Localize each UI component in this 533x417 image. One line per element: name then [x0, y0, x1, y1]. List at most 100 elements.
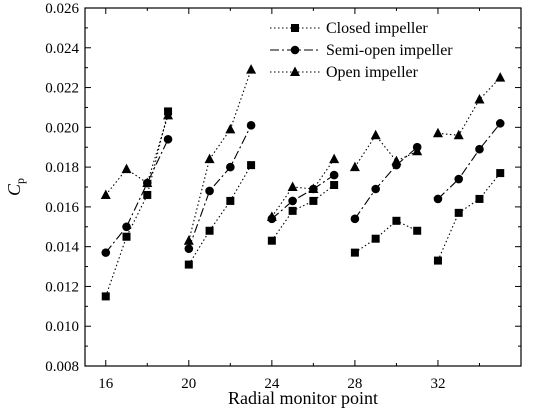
data-point: [433, 256, 442, 265]
data-point: [412, 145, 423, 156]
data-point: [330, 181, 339, 190]
data-point: [329, 153, 340, 164]
y-tick-label: 0.016: [45, 200, 79, 216]
data-point: [370, 129, 381, 140]
data-point: [183, 235, 194, 245]
y-tick-label: 0.024: [45, 41, 79, 57]
series-line: [105, 115, 169, 196]
data-point: [122, 232, 131, 241]
data-point: [163, 109, 174, 120]
data-point: [100, 189, 111, 199]
series-group: [100, 64, 506, 301]
data-point: [371, 234, 380, 243]
axes: 0.008 0.010 0.012 0.014 0.016 0.018 0.020 0.022…: [4, 1, 522, 408]
data-point: [454, 208, 463, 217]
legend-marker: [290, 45, 300, 55]
data-point: [205, 226, 214, 235]
series-line: [188, 164, 252, 265]
series-line: [105, 111, 169, 297]
series-line: [271, 158, 335, 218]
data-point: [122, 222, 131, 232]
y-tick-label: 0.018: [45, 160, 79, 176]
data-point: [288, 206, 297, 215]
legend-marker: [291, 24, 299, 32]
y-tick-label: 0.012: [45, 279, 79, 295]
series-line: [188, 125, 252, 249]
series-line: [354, 146, 418, 220]
series-line: [271, 184, 335, 242]
y-tick-label: 0.010: [45, 319, 79, 335]
data-point: [454, 174, 464, 184]
data-point: [350, 214, 360, 224]
data-point: [121, 163, 132, 174]
data-point: [267, 236, 276, 245]
series-line: [354, 134, 418, 168]
data-point: [329, 170, 339, 180]
data-point: [101, 292, 110, 301]
data-point: [474, 93, 485, 104]
data-point: [496, 169, 505, 178]
y-tick-label: 0.022: [45, 81, 79, 97]
data-point: [392, 216, 401, 225]
legend-label: Semi-open impeller: [326, 42, 453, 59]
x-tick-label: 20: [181, 376, 196, 392]
y-axis-title-main: C: [4, 183, 24, 196]
data-point: [247, 161, 256, 170]
data-point: [288, 196, 297, 206]
series-line: [354, 220, 418, 254]
series-square: [101, 107, 505, 301]
y-axis-title: Cp: [4, 178, 27, 196]
data-point: [101, 248, 111, 257]
data-point: [413, 226, 422, 235]
data-point: [142, 177, 153, 188]
data-point: [225, 123, 236, 134]
data-point: [246, 64, 257, 74]
series-line: [105, 139, 169, 253]
data-point: [309, 196, 318, 205]
series-line: [437, 123, 501, 200]
data-point: [432, 127, 443, 138]
series-line: [437, 172, 501, 261]
data-point: [163, 134, 173, 144]
y-tick-label: 0.014: [45, 240, 79, 256]
x-tick-label: 16: [98, 376, 114, 392]
data-point: [143, 190, 152, 199]
x-tick-label: 24: [264, 376, 280, 392]
data-point: [226, 196, 235, 205]
data-point: [495, 72, 506, 82]
legend-label: Closed impeller: [326, 20, 428, 37]
data-point: [246, 121, 256, 130]
data-point: [475, 144, 484, 154]
data-point: [371, 184, 380, 194]
data-point: [226, 162, 235, 172]
series-circle: [101, 119, 505, 257]
data-point: [184, 244, 194, 253]
series-line: [271, 174, 335, 220]
data-point: [349, 161, 360, 172]
y-tick-label: 0.020: [45, 120, 79, 136]
data-point: [205, 186, 214, 196]
x-tick-label: 32: [430, 376, 445, 392]
series-line: [437, 77, 501, 136]
y-tick-label: 0.026: [45, 1, 79, 17]
legend-label: Open impeller: [326, 64, 419, 81]
series-line: [188, 69, 252, 241]
data-point: [475, 194, 484, 203]
data-point: [308, 183, 319, 193]
series-triangle: [100, 64, 506, 245]
x-tick-label: 28: [347, 376, 362, 392]
data-point: [204, 153, 215, 164]
data-point: [433, 194, 443, 204]
x-axis-title: Radial monitor point: [228, 388, 378, 408]
legend-marker: [290, 66, 300, 76]
data-point: [453, 129, 464, 140]
legend: Closed impeller Semi-open impeller Open im…: [270, 20, 453, 81]
data-point: [350, 248, 359, 257]
data-point: [266, 211, 277, 221]
data-point: [391, 155, 402, 166]
y-axis-title-subscript: p: [13, 178, 27, 184]
data-point: [287, 181, 298, 191]
y-tick-label: 0.008: [45, 359, 79, 375]
